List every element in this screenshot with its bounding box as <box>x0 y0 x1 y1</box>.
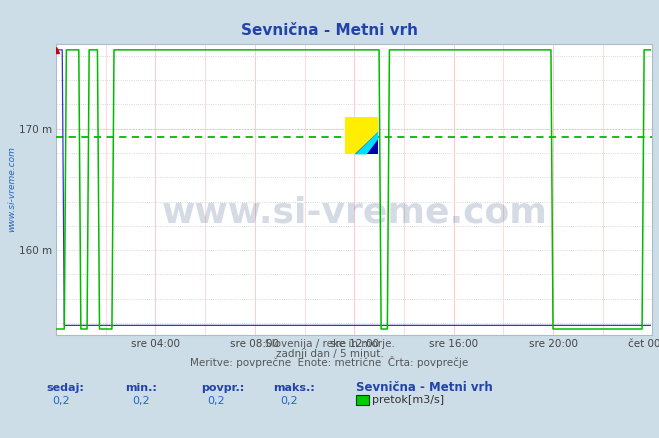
Text: min.:: min.: <box>125 383 157 393</box>
Text: Sevnična - Metni vrh: Sevnična - Metni vrh <box>241 23 418 38</box>
Text: zadnji dan / 5 minut.: zadnji dan / 5 minut. <box>275 349 384 359</box>
Polygon shape <box>350 132 378 155</box>
Text: 0,2: 0,2 <box>280 396 298 406</box>
Text: 0,2: 0,2 <box>208 396 225 406</box>
Text: povpr.:: povpr.: <box>201 383 244 393</box>
Text: 0,2: 0,2 <box>132 396 150 406</box>
Text: Slovenija / reke in morje.: Slovenija / reke in morje. <box>264 339 395 349</box>
Bar <box>345 117 378 155</box>
Text: sedaj:: sedaj: <box>46 383 84 393</box>
Text: Meritve: povprečne  Enote: metrične  Črta: povprečje: Meritve: povprečne Enote: metrične Črta:… <box>190 356 469 368</box>
Polygon shape <box>355 132 378 155</box>
Text: www.si-vreme.com: www.si-vreme.com <box>7 146 16 233</box>
Text: maks.:: maks.: <box>273 383 315 393</box>
Text: www.si-vreme.com: www.si-vreme.com <box>161 196 547 230</box>
Text: Sevnična - Metni vrh: Sevnična - Metni vrh <box>356 381 493 394</box>
Text: 0,2: 0,2 <box>53 396 71 406</box>
Text: pretok[m3/s]: pretok[m3/s] <box>372 395 444 405</box>
